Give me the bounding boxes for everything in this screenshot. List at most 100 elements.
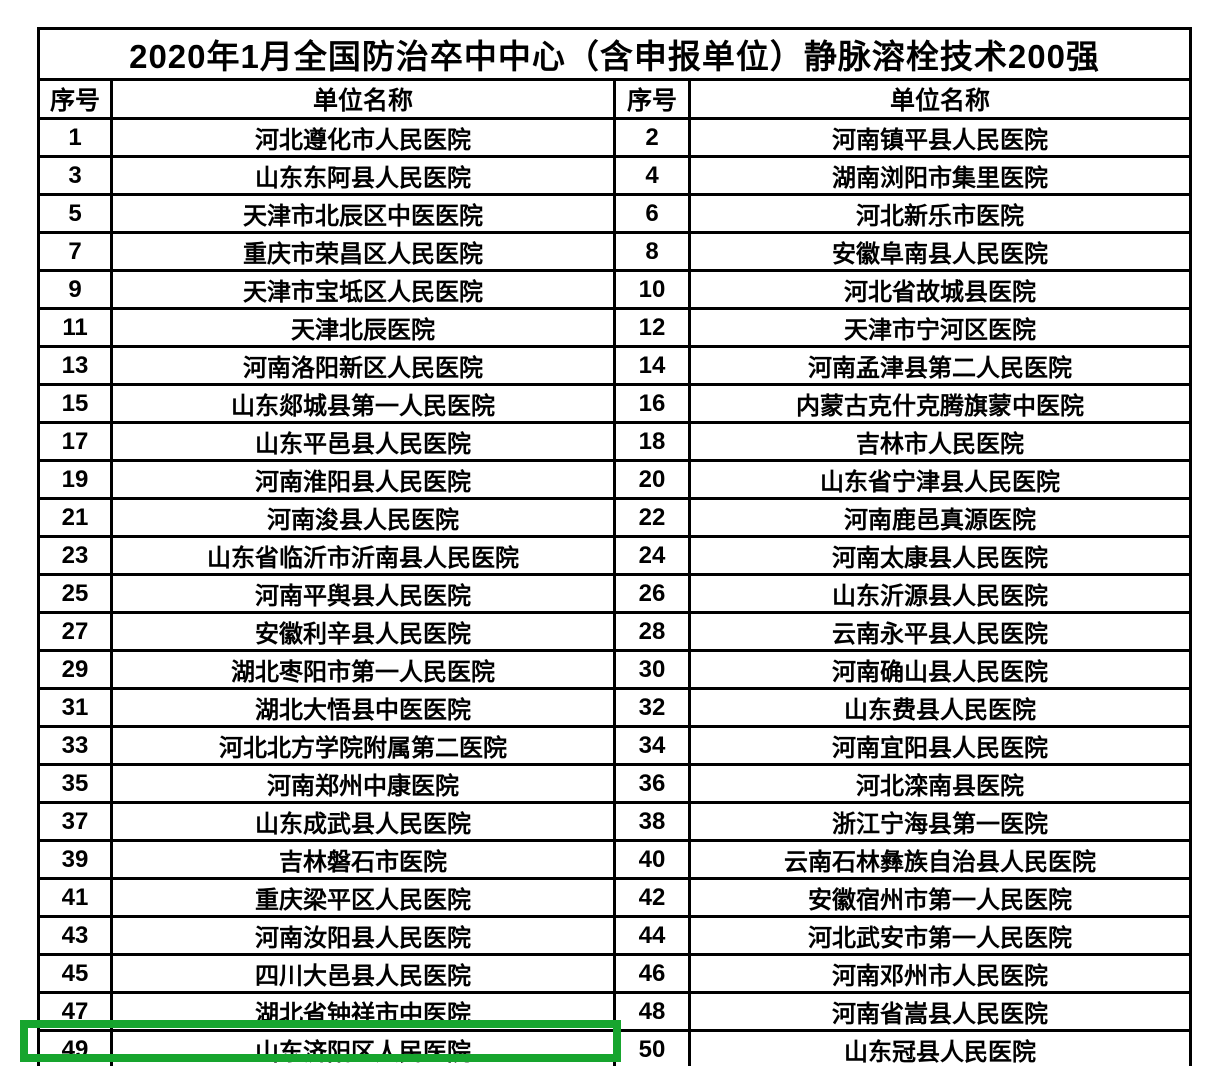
rank-cell: 18 — [613, 421, 691, 462]
rank-cell: 11 — [37, 307, 113, 348]
rank-cell: 31 — [37, 687, 113, 728]
rank-cell: 23 — [37, 535, 113, 576]
rank-cell: 22 — [613, 497, 691, 538]
table-row: 41 重庆梁平区人民医院 42 安徽宿州市第一人民医院 — [37, 877, 1193, 918]
rank-cell: 17 — [37, 421, 113, 462]
rank-cell: 44 — [613, 915, 691, 956]
rank-cell: 46 — [613, 953, 691, 994]
hospital-cell: 安徽利辛县人民医院 — [110, 611, 616, 652]
rank-cell: 49 — [37, 1029, 113, 1066]
rank-cell: 16 — [613, 383, 691, 424]
hospital-cell: 河南平舆县人民医院 — [110, 573, 616, 614]
table-row: 13 河南洛阳新区人民医院 14 河南孟津县第二人民医院 — [37, 345, 1193, 386]
column-header-seq-right: 序号 — [613, 78, 691, 120]
table-title: 2020年1月全国防治卒中中心（含申报单位）静脉溶栓技术200强 — [36, 27, 1193, 81]
table-row: 19 河南淮阳县人民医院 20 山东省宁津县人民医院 — [37, 459, 1193, 500]
rank-cell: 6 — [613, 193, 691, 234]
rank-cell: 5 — [37, 193, 113, 234]
rank-cell: 33 — [37, 725, 113, 766]
rank-cell: 42 — [613, 877, 691, 918]
column-header-seq-left: 序号 — [37, 78, 113, 120]
hospital-cell: 河南确山县人民医院 — [687, 649, 1193, 690]
rank-cell: 27 — [37, 611, 113, 652]
rank-cell: 32 — [613, 687, 691, 728]
rank-cell: 30 — [613, 649, 691, 690]
hospital-cell: 河北省故城县医院 — [687, 269, 1193, 310]
hospital-cell: 山东成武县人民医院 — [110, 801, 616, 842]
rank-cell: 28 — [613, 611, 691, 652]
rank-cell: 7 — [37, 231, 113, 272]
table-row: 3 山东东阿县人民医院 4 湖南浏阳市集里医院 — [37, 155, 1193, 196]
hospital-cell: 天津北辰医院 — [110, 307, 616, 348]
table-row: 11 天津北辰医院 12 天津市宁河区医院 — [37, 307, 1193, 348]
rank-cell: 43 — [37, 915, 113, 956]
hospital-cell: 天津市宁河区医院 — [687, 307, 1193, 348]
table-row: 33 河北北方学院附属第二医院 34 河南宜阳县人民医院 — [37, 725, 1193, 766]
column-header-name-left: 单位名称 — [110, 78, 616, 120]
rank-cell: 9 — [37, 269, 113, 310]
hospital-cell: 天津市宝坻区人民医院 — [110, 269, 616, 310]
hospital-cell: 湖南浏阳市集里医院 — [687, 155, 1193, 196]
rank-cell: 35 — [37, 763, 113, 804]
rank-cell: 24 — [613, 535, 691, 576]
rank-cell: 48 — [613, 991, 691, 1032]
rank-cell: 41 — [37, 877, 113, 918]
hospital-cell: 河北新乐市医院 — [687, 193, 1193, 234]
table-row: 27 安徽利辛县人民医院 28 云南永平县人民医院 — [37, 611, 1193, 652]
rank-cell: 1 — [37, 117, 113, 158]
rank-cell: 45 — [37, 953, 113, 994]
table-row: 29 湖北枣阳市第一人民医院 30 河南确山县人民医院 — [37, 649, 1193, 690]
hospital-cell: 河南邓州市人民医院 — [687, 953, 1193, 994]
hospital-cell: 四川大邑县人民医院 — [110, 953, 616, 994]
hospital-cell: 天津市北辰区中医医院 — [110, 193, 616, 234]
rank-cell: 25 — [37, 573, 113, 614]
table-row: 45 四川大邑县人民医院 46 河南邓州市人民医院 — [37, 953, 1193, 994]
table-row: 47 湖北省钟祥市中医院 48 河南省嵩县人民医院 — [37, 991, 1193, 1032]
table-row: 15 山东郯城县第一人民医院 16 内蒙古克什克腾旗蒙中医院 — [37, 383, 1193, 424]
hospital-cell: 山东平邑县人民医院 — [110, 421, 616, 462]
hospital-cell: 河南孟津县第二人民医院 — [687, 345, 1193, 386]
table-row: 31 湖北大悟县中医医院 32 山东费县人民医院 — [37, 687, 1193, 728]
rank-cell: 20 — [613, 459, 691, 500]
hospital-cell: 河北滦南县医院 — [687, 763, 1193, 804]
hospital-cell: 山东沂源县人民医院 — [687, 573, 1193, 614]
hospital-cell: 河南省嵩县人民医院 — [687, 991, 1193, 1032]
rank-cell: 15 — [37, 383, 113, 424]
table-row: 25 河南平舆县人民医院 26 山东沂源县人民医院 — [37, 573, 1193, 614]
hospital-cell: 河南太康县人民医院 — [687, 535, 1193, 576]
hospital-cell: 河北北方学院附属第二医院 — [110, 725, 616, 766]
header-row: 序号 单位名称 序号 单位名称 — [37, 78, 1193, 120]
rank-cell: 13 — [37, 345, 113, 386]
rank-cell: 50 — [613, 1029, 691, 1066]
hospital-cell: 重庆梁平区人民医院 — [110, 877, 616, 918]
rank-cell: 2 — [613, 117, 691, 158]
hospital-cell: 河南镇平县人民医院 — [687, 117, 1193, 158]
table-row: 39 吉林磐石市医院 40 云南石林彝族自治县人民医院 — [37, 839, 1193, 880]
rank-cell: 4 — [613, 155, 691, 196]
hospital-cell: 河南宜阳县人民医院 — [687, 725, 1193, 766]
hospital-cell: 安徽阜南县人民医院 — [687, 231, 1193, 272]
table-row: 5 天津市北辰区中医医院 6 河北新乐市医院 — [37, 193, 1193, 234]
hospital-cell: 内蒙古克什克腾旗蒙中医院 — [687, 383, 1193, 424]
table-row: 1 河北遵化市人民医院 2 河南镇平县人民医院 — [37, 117, 1193, 158]
hospital-cell: 山东冠县人民医院 — [687, 1029, 1193, 1066]
rank-cell: 10 — [613, 269, 691, 310]
hospital-cell: 重庆市荣昌区人民医院 — [110, 231, 616, 272]
column-header-name-right: 单位名称 — [687, 78, 1193, 120]
rank-cell: 3 — [37, 155, 113, 196]
rank-cell: 40 — [613, 839, 691, 880]
rank-cell: 39 — [37, 839, 113, 880]
rank-cell: 14 — [613, 345, 691, 386]
hospital-cell: 安徽宿州市第一人民医院 — [687, 877, 1193, 918]
hospital-cell: 山东省临沂市沂南县人民医院 — [110, 535, 616, 576]
rank-cell: 19 — [37, 459, 113, 500]
hospital-cell: 河南汝阳县人民医院 — [110, 915, 616, 956]
table-row: 37 山东成武县人民医院 38 浙江宁海县第一医院 — [37, 801, 1193, 842]
hospital-cell: 河南洛阳新区人民医院 — [110, 345, 616, 386]
rank-cell: 21 — [37, 497, 113, 538]
hospital-cell: 山东省宁津县人民医院 — [687, 459, 1193, 500]
rank-cell: 34 — [613, 725, 691, 766]
hospital-cell: 云南永平县人民医院 — [687, 611, 1193, 652]
hospital-cell: 河南浚县人民医院 — [110, 497, 616, 538]
